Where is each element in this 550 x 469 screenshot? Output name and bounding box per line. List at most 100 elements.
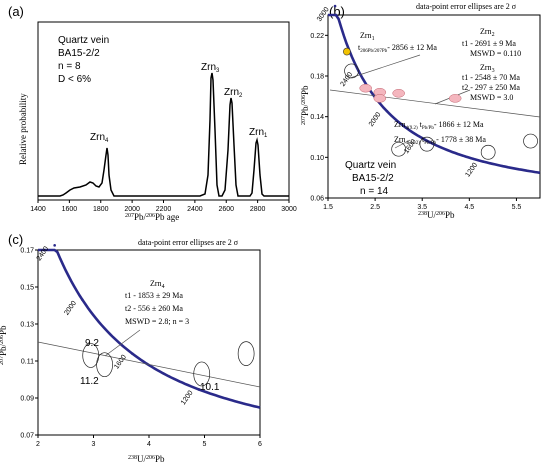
zrn3-name: Zrn3 (480, 63, 495, 74)
ytick-label: 0.22 (310, 33, 324, 40)
a-xtick-label: 2600 (218, 206, 234, 213)
b-info-3: n = 14 (360, 186, 389, 197)
zrn3-t1: t1 - 2548 ± 70 Ma (462, 73, 520, 82)
ytick-label: 0.17 (20, 248, 34, 255)
a-xtick-label: 1600 (62, 206, 78, 213)
error-ellipse (344, 63, 359, 79)
info-line-2: BA15-2/2 (58, 48, 100, 59)
concordia-age-label: 1200 (180, 390, 195, 407)
a-xtick-label: 3000 (281, 206, 297, 213)
zrn2-mswd: MSWD = 0.110 (470, 49, 521, 58)
panel-b-ylabel: 207Pb/206Pb (300, 85, 310, 125)
error-ellipse (193, 361, 211, 387)
concordia-age-label: 2000 (63, 300, 78, 317)
error-ellipse (82, 343, 100, 368)
panel-a-ylabel: Relative probability (18, 93, 28, 165)
panel-b-ticks: 1.5 2.5 3.5 4.5 5.5 0.06 0.10 0.14 0.18 0.22 (310, 33, 521, 211)
concordia-age-mark (333, 4, 337, 8)
concordia-age-label: 2400 (340, 71, 355, 88)
info-line-3: n = 8 (58, 61, 81, 72)
panel-c-label: (c) (8, 232, 23, 247)
point-label-11-2: 11.2 (80, 376, 99, 387)
zrn1-age: t206Pb/207Pb- 2856 ± 12 Ma (358, 43, 437, 54)
ytick-label: 0.18 (310, 74, 324, 81)
peak-label-zrn1: Zrn1 (249, 127, 268, 139)
zrn4a-age: Zrn4(9.2) tPb/Pb- 1866 ± 12 Ma (394, 120, 484, 131)
error-ellipse (480, 144, 496, 160)
panel-b-discordia (329, 89, 541, 118)
zrn4c-t1: t1 - 1853 ± 29 Ma (125, 291, 183, 300)
xtick-label: 4 (147, 441, 151, 448)
error-ellipse (237, 341, 255, 366)
zrn3-annotation: Zrn3 t1 - 2548 ± 70 Ma t2 - 297 ± 250 Ma… (462, 63, 520, 102)
b-info-2: BA15-2/2 (352, 173, 394, 184)
error-ellipse (391, 141, 407, 157)
zrn2-name: Zrn2 (480, 27, 495, 38)
concordia-age-mark (385, 109, 389, 113)
error-ellipse (392, 89, 405, 98)
xtick-label: 5.5 (512, 204, 522, 211)
peak-labels: Zrn4 Zrn3 Zrn2 Zrn1 (90, 62, 268, 144)
panel-b-leader-1 (349, 54, 421, 79)
zrn4c-mswd: MSWD = 2.8; n = 3 (125, 317, 189, 326)
ytick-label: 0.13 (20, 322, 34, 329)
panel-a-label: (a) (8, 4, 24, 19)
error-ellipse (419, 136, 435, 152)
zrn3-mswd: MSWD = 3.0 (470, 93, 513, 102)
concordia-age-mark (482, 160, 485, 163)
zrn4c-name: Zrn4 (150, 279, 165, 290)
panel-b-frame (327, 14, 541, 199)
a-xtick-label: 2000 (124, 206, 140, 213)
concordia-age-mark (131, 352, 134, 355)
concordia-age-mark (53, 244, 56, 247)
panel-c-ticks: 2 3 4 5 6 0.07 0.09 0.11 0.13 0.15 0.17 (20, 248, 262, 449)
panel-c-concordia (38, 248, 261, 409)
zrn2-t1: t1 - 2691 ± 9 Ma (462, 39, 516, 48)
error-ellipse (373, 94, 387, 103)
b-info-1: Quartz vein (345, 160, 396, 171)
panel-b-points (343, 47, 538, 160)
xtick-label: 5 (203, 441, 207, 448)
zrn2-annotation: Zrn2 t1 - 2691 ± 9 Ma MSWD = 0.110 (462, 27, 521, 58)
a-xtick-label: 1800 (93, 206, 109, 213)
ytick-label: 0.10 (310, 155, 324, 162)
panel-a: (a) Quartz vein BA15-2/2 n = 8 D < 6% Zr… (8, 4, 297, 222)
a-xtick-label: 2200 (156, 206, 172, 213)
probability-curve (38, 72, 289, 197)
xtick-label: 1.5 (323, 204, 333, 211)
concordia-age-mark (81, 298, 84, 302)
ytick-label: 0.06 (310, 196, 324, 203)
error-ellipse (448, 94, 462, 103)
concordia-age-label: 1200 (464, 162, 479, 179)
panel-c-annotation: Zrn4 t1 - 1853 ± 29 Ma t2 - 556 ± 260 Ma… (125, 279, 189, 326)
zrn1-annotation: Zrn1 t206Pb/207Pb- 2856 ± 12 Ma (358, 31, 437, 54)
error-ellipse (359, 83, 372, 93)
concordia-age-label: 2000 (368, 111, 383, 128)
error-ellipse (523, 133, 538, 149)
panel-c-points (82, 341, 255, 387)
ytick-label: 0.07 (20, 433, 34, 440)
info-line-4: D < 6% (58, 74, 91, 85)
xtick-label: 3.5 (417, 204, 427, 211)
data-point (343, 47, 351, 56)
panel-b-note: data-point error ellipses are 2 σ (416, 2, 517, 11)
peak-label-zrn2: Zrn2 (224, 87, 243, 99)
point-label-9-2: 9.2 (85, 338, 99, 349)
zrn1-name: Zrn1 (360, 31, 375, 42)
ytick-label: 0.14 (310, 114, 324, 121)
panel-c-point-labels: 9.2 11.2 10.1 (80, 338, 220, 393)
zrn3-t2: t2 - 297 ± 250 Ma (462, 83, 520, 92)
panel-b-xlabel: 238U/206Pb (418, 210, 455, 220)
xtick-label: 2 (36, 441, 40, 448)
concordia-age-label: 1600 (113, 354, 128, 371)
xtick-label: 6 (258, 441, 262, 448)
panel-c-leader (104, 329, 141, 357)
panel-b-info: Quartz vein BA15-2/2 n = 14 (345, 160, 396, 197)
peak-label-zrn4: Zrn4 (90, 132, 109, 144)
a-xtick-label: 2400 (187, 206, 203, 213)
error-ellipse (96, 352, 113, 378)
concordia-age-label: 2400 (36, 245, 51, 262)
ytick-label: 0.15 (20, 285, 34, 292)
panel-c-ylabel: 207Pb/206Pb (0, 325, 8, 365)
